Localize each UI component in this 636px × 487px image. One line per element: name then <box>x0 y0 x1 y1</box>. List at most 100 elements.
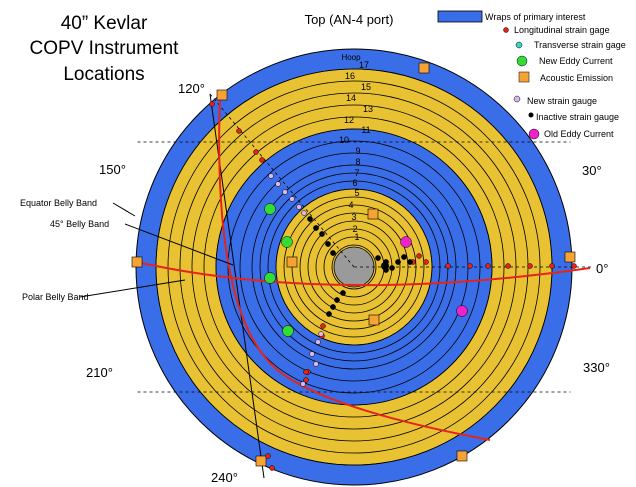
new-eddy-current-marker <box>264 272 276 284</box>
title-line-2: COPV Instrument <box>30 38 180 59</box>
longitudinal-gauge-marker <box>467 263 473 269</box>
inactive-gauge-marker <box>334 297 340 303</box>
inactive-gauge-marker <box>395 259 401 265</box>
longitudinal-gauge-marker <box>505 263 511 269</box>
new-strain-gauge-marker <box>313 361 319 367</box>
longitudinal-gauge-marker <box>236 128 242 134</box>
instrument-markers <box>131 62 577 471</box>
legend-swatch-longitudinal <box>503 27 509 33</box>
legend-label-acoustic: Acoustic Emission <box>540 73 613 83</box>
deg45-band-label: 45° Belly Band <box>50 219 109 229</box>
new-strain-gauge-marker <box>289 196 295 202</box>
new-strain-gauge-marker <box>275 181 281 187</box>
legend-swatch-old-eddy <box>528 128 540 140</box>
new-strain-gauge-marker <box>296 204 302 210</box>
wrap-number-5: 5 <box>354 188 359 198</box>
acoustic-emission-marker <box>456 450 468 462</box>
new-strain-gauge-marker <box>282 189 288 195</box>
wrap-number-11: 11 <box>361 125 370 135</box>
polar-band-label: Polar Belly Band <box>22 292 89 302</box>
angle-label-330: 330° <box>583 360 610 375</box>
inactive-gauge-marker <box>326 311 332 317</box>
dashed-axis-120 <box>209 93 355 268</box>
angle-label-210: 210° <box>86 365 113 380</box>
wrap-ring-outline <box>331 244 377 290</box>
legend-swatch-transverse <box>515 41 523 49</box>
legend-swatch-acoustic <box>518 71 530 83</box>
legend-label-inactive: Inactive strain gauge <box>536 112 619 122</box>
acoustic-emission-marker <box>286 256 298 268</box>
acoustic-emission-marker <box>216 89 228 101</box>
longitudinal-gauge-marker <box>485 263 491 269</box>
longitudinal-gauge-marker <box>303 377 309 383</box>
angle-label-30: 30° <box>582 163 602 178</box>
longitudinal-gauge-marker <box>253 149 259 155</box>
longitudinal-gauge-marker <box>269 465 275 471</box>
new-strain-gauge-marker <box>300 381 306 387</box>
wrap-number-3: 3 <box>351 212 356 222</box>
legend-swatch-new-strain <box>513 95 521 103</box>
new-eddy-current-marker <box>282 325 294 337</box>
belly-band-lines <box>136 95 591 441</box>
belly-band-polar-line <box>136 261 591 287</box>
inactive-gauge-marker <box>307 216 313 222</box>
legend-swatch-inactive <box>528 112 534 118</box>
old-eddy-current-marker <box>456 305 468 317</box>
polar-band-pointer <box>79 279 186 298</box>
wrap-number-4: 4 <box>348 200 353 210</box>
legend-label-wraps: Wraps of primary interest <box>485 12 586 22</box>
wrap-number-14: 14 <box>346 93 356 103</box>
wrap-number-16: 16 <box>345 71 355 81</box>
inactive-gauge-marker <box>401 254 407 260</box>
title-line-1: 40” Kevlar <box>61 13 148 34</box>
equator-band-pointer <box>112 202 136 217</box>
inactive-gauge-marker <box>389 265 395 271</box>
title-line-3: Locations <box>63 64 144 85</box>
inactive-gauge-cluster <box>381 262 389 270</box>
acoustic-emission-marker <box>367 208 379 220</box>
inactive-gauge-marker <box>375 255 381 261</box>
new-strain-gauge-marker <box>268 173 274 179</box>
inactive-gauge-marker <box>340 290 346 296</box>
acoustic-emission-marker <box>564 251 576 263</box>
inactive-gauge-marker <box>330 304 336 310</box>
wrap-number-9: 9 <box>355 146 360 156</box>
longitudinal-gauge-marker <box>303 369 309 375</box>
acoustic-emission-marker <box>418 62 430 74</box>
legend-label-new-eddy: New Eddy Current <box>539 56 613 66</box>
new-eddy-current-marker <box>264 203 276 215</box>
wrap-ring-outline <box>307 220 401 314</box>
legend-swatch-wraps <box>437 10 483 23</box>
old-eddy-current-marker <box>400 236 412 248</box>
longitudinal-gauge-marker <box>265 453 271 459</box>
top-port-label: Top (AN-4 port) <box>305 12 394 27</box>
longitudinal-gauge-marker <box>549 263 555 269</box>
longitudinal-gauge-marker <box>320 323 326 329</box>
wrap-number-2: 2 <box>352 224 357 234</box>
inactive-gauge-marker <box>325 241 331 247</box>
wrap-number-15: 15 <box>361 82 371 92</box>
longitudinal-gauge-marker <box>259 157 265 163</box>
wrap-ring-outline <box>283 196 425 338</box>
longitudinal-gauge-marker <box>445 263 451 269</box>
inactive-gauge-marker <box>407 259 413 265</box>
wrap-number-13: 13 <box>363 104 373 114</box>
longitudinal-gauge-marker <box>527 263 533 269</box>
wrap-number-8: 8 <box>355 157 360 167</box>
longitudinal-gauge-marker <box>209 101 215 107</box>
new-strain-gauge-marker <box>309 351 315 357</box>
legend: Wraps of primary interest Longitudinal s… <box>437 10 626 140</box>
deg45-band-pointer <box>124 223 234 266</box>
legend-label-transverse: Transverse strain gage <box>534 40 626 50</box>
wrap-number-10: 10 <box>339 135 349 145</box>
acoustic-emission-marker <box>131 256 143 268</box>
new-strain-gauge-marker <box>315 339 321 345</box>
inactive-gauge-marker <box>330 250 336 256</box>
legend-swatch-new-eddy <box>516 55 528 67</box>
wrap-number-1: 1 <box>354 232 359 242</box>
wrap-number-17: 17 <box>359 60 369 70</box>
angle-label-0: 0° <box>596 261 608 276</box>
legend-label-new-strain: New strain gauge <box>527 96 597 106</box>
